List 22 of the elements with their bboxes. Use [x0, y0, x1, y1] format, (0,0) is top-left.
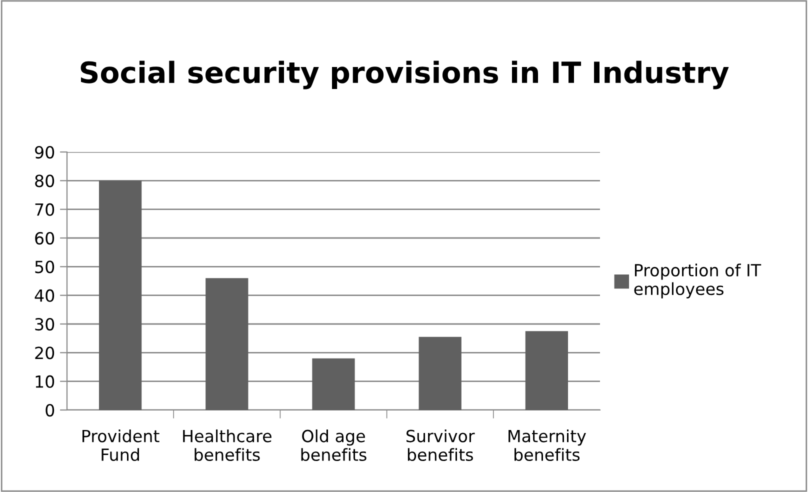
y-tick-label: 40 [34, 289, 54, 302]
y-tick-label: 30 [35, 318, 54, 331]
bar [206, 278, 248, 410]
x-tick-label: Healthcare benefits [183, 429, 272, 462]
bar [525, 331, 568, 410]
x-tick-label: Old age benefits [301, 429, 366, 462]
y-tick-label: 60 [35, 232, 54, 245]
y-tick-label: 10 [36, 375, 54, 388]
y-tick-label: 80 [35, 174, 54, 188]
x-tick-label: Maternity benefits [508, 429, 586, 462]
y-tick-label: 20 [35, 346, 54, 360]
y-tick-label: 0 [46, 404, 54, 417]
chart-title: Social security provisions in IT Industry [80, 60, 729, 90]
bar [98, 180, 142, 410]
y-tick-label: 70 [35, 203, 54, 216]
legend-label: Proportion of IT employees [634, 264, 762, 298]
x-tick-label: Survivor benefits [406, 429, 475, 462]
bar [312, 358, 355, 410]
x-tick-label: Provident Fund [82, 429, 160, 462]
bar [418, 336, 462, 410]
y-tick-label: 90 [35, 146, 54, 159]
y-tick-label: 50 [35, 260, 54, 274]
